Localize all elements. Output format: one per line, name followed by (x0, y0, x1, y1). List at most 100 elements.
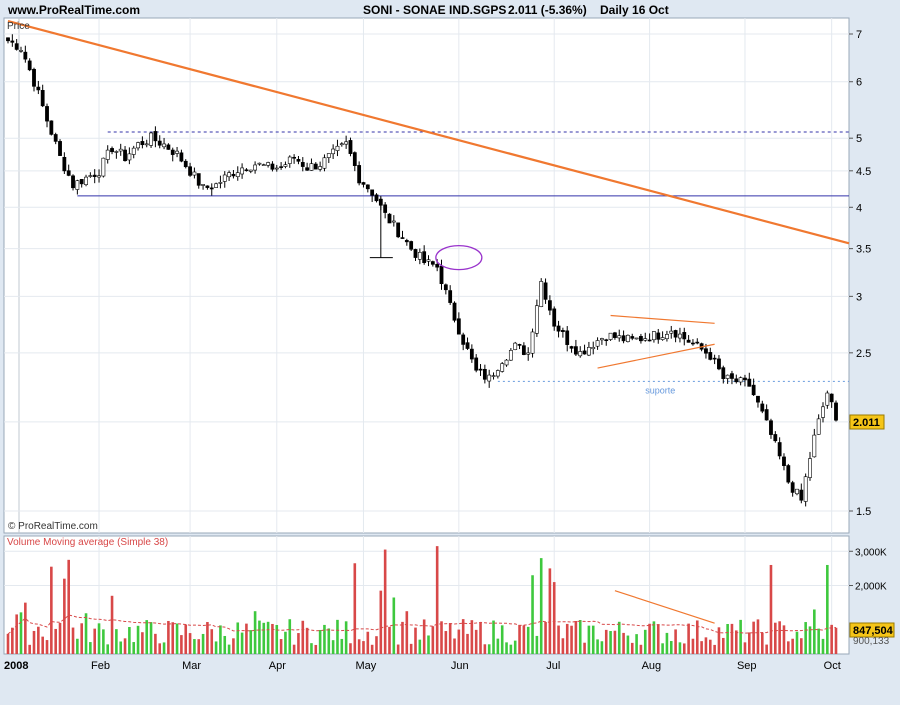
candle-body (465, 342, 470, 349)
candle-body (821, 406, 825, 418)
volume-bar (804, 622, 807, 654)
volume-bar (474, 629, 478, 654)
volume-bar (310, 643, 313, 654)
volume-bar (266, 621, 270, 654)
volume-bar (739, 619, 742, 654)
volume-bar (19, 612, 23, 654)
volume-bar (678, 642, 682, 654)
volume-bar (630, 642, 634, 654)
volume-bar (357, 639, 361, 654)
volume-bar (661, 643, 664, 654)
candle-body (816, 418, 821, 435)
candle-body (630, 336, 635, 339)
volume-bar (726, 624, 729, 654)
candle-body (556, 325, 561, 332)
candle-body (491, 375, 496, 377)
volume-bar (800, 638, 803, 654)
candle-body (326, 153, 331, 158)
volume-bar (6, 633, 10, 654)
candle-body (769, 420, 773, 435)
candle-body (305, 167, 310, 171)
volume-bar (349, 643, 352, 654)
volume-bar (466, 633, 469, 654)
candle-body (500, 363, 505, 372)
volume-bar (245, 623, 248, 654)
volume-bar (28, 644, 31, 654)
volume-bar (375, 636, 378, 654)
candle-body (456, 318, 461, 335)
candle-body (756, 395, 760, 403)
candle-body (140, 141, 145, 146)
candle-body (123, 149, 127, 162)
volume-bar (58, 622, 62, 654)
candle-body (49, 120, 54, 135)
volume-bar (544, 622, 547, 654)
candle-body (105, 149, 110, 160)
candle-body (62, 156, 67, 172)
candle-body (517, 344, 522, 346)
volume-bar (479, 622, 482, 654)
volume-bar (184, 624, 188, 654)
candle-body (552, 308, 557, 327)
price-tick-label: 3 (856, 291, 862, 303)
candle-body (474, 357, 479, 371)
support-label: suporte (645, 385, 675, 395)
candle-body (235, 172, 240, 177)
volume-bar (240, 632, 244, 654)
candle-body (777, 442, 782, 457)
candle-body (292, 156, 297, 159)
volume-bar (418, 639, 422, 654)
candle-body (97, 175, 101, 178)
volume-bar (106, 644, 110, 654)
volume-bar (817, 628, 820, 654)
candle-body (751, 384, 756, 396)
volume-bar (496, 638, 500, 654)
candle-body (153, 131, 158, 142)
candle-body (71, 175, 75, 189)
candle-body (617, 335, 622, 339)
volume-bar (344, 621, 348, 654)
volume-bar (253, 611, 257, 654)
volume-bar (453, 638, 456, 654)
candle-body (270, 163, 275, 170)
volume-bar (682, 643, 686, 654)
volume-bar (669, 641, 673, 654)
candle-body (201, 184, 205, 186)
volume-bar (76, 638, 79, 654)
candle-body (387, 213, 392, 224)
candle-body (6, 37, 10, 42)
date-tick-label: Jul (546, 660, 560, 672)
volume-bar (617, 621, 621, 654)
volume-bar (340, 638, 344, 654)
site-url[interactable]: www.ProRealTime.com (7, 3, 140, 17)
volume-bar (279, 639, 283, 654)
volume-bar (518, 624, 521, 654)
volume-bar (149, 622, 153, 654)
candle-body (452, 302, 457, 321)
volume-bar (201, 633, 205, 654)
volume-bar (435, 546, 439, 654)
candle-body (643, 338, 648, 341)
volume-bar (596, 639, 599, 654)
candle-body (261, 164, 266, 166)
candle-body (439, 265, 444, 285)
volume-bar (188, 633, 192, 654)
volume-bar (713, 644, 716, 654)
volume-bar (548, 568, 552, 654)
candle-body (613, 332, 617, 338)
volume-bar (132, 642, 136, 654)
candle-body (665, 334, 669, 340)
candle-body (244, 169, 249, 172)
volume-bar (795, 631, 799, 654)
volume-bar (761, 632, 764, 654)
candle-body (248, 169, 253, 172)
candle-body (23, 51, 28, 60)
volume-bar (392, 597, 396, 654)
date-tick-label: Sep (737, 660, 757, 672)
candle-body (279, 166, 284, 168)
candle-body (287, 156, 292, 164)
volume-bar (500, 625, 504, 654)
volume-bars (6, 546, 838, 654)
volume-bar (626, 635, 630, 654)
volume-bar (578, 620, 582, 654)
